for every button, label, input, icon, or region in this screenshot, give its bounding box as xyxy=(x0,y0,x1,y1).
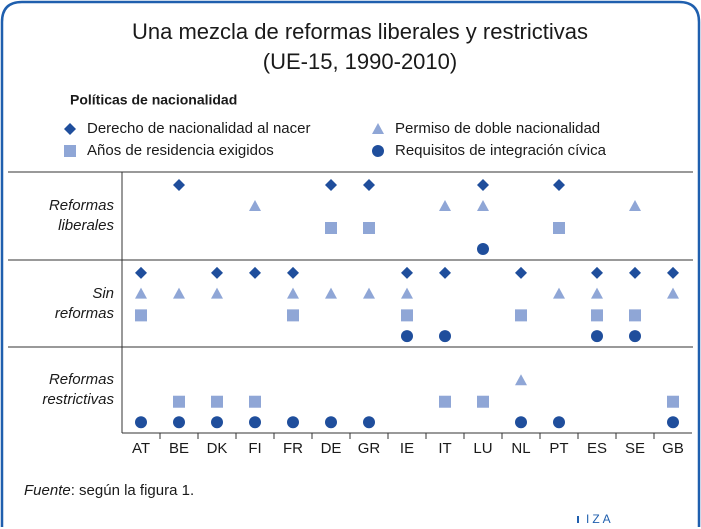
x-tick-label: AT xyxy=(132,440,150,457)
marker-circle xyxy=(135,416,147,429)
x-tick-label: IT xyxy=(438,440,451,457)
marker-circle xyxy=(515,416,527,429)
source: Fuente: según la figura 1. xyxy=(24,482,194,499)
legend-label: Requisitos de integración cívica xyxy=(395,142,607,159)
chart-title: Una mezcla de reformas liberales y restr… xyxy=(132,19,588,44)
marker-circle xyxy=(325,416,337,429)
legend-marker xyxy=(64,145,76,157)
marker-circle xyxy=(211,416,223,429)
marker-triangle xyxy=(515,374,527,386)
marker-circle xyxy=(477,243,489,255)
marker-diamond xyxy=(249,266,261,279)
marker-square xyxy=(439,395,451,408)
legend-label: Años de residencia exigidos xyxy=(87,142,274,159)
x-tick-label: DK xyxy=(207,440,228,457)
marker-circle xyxy=(249,416,261,429)
marker-square xyxy=(591,309,603,322)
marker-diamond xyxy=(477,179,489,191)
marker-triangle xyxy=(211,287,223,299)
marker-diamond xyxy=(173,179,185,191)
marker-diamond xyxy=(439,266,451,279)
x-tick-label: GR xyxy=(358,440,381,457)
marker-triangle xyxy=(667,287,679,299)
legend-label: Permiso de doble nacionalidad xyxy=(395,120,600,137)
marker-square xyxy=(249,395,261,408)
marker-square xyxy=(553,222,565,234)
x-tick-label: PT xyxy=(549,440,568,457)
marker-circle xyxy=(363,416,375,429)
marker-diamond xyxy=(211,266,223,279)
legend-marker xyxy=(64,123,76,135)
marker-triangle xyxy=(325,287,337,299)
marker-diamond xyxy=(667,266,679,279)
marker-square xyxy=(287,309,299,322)
marker-circle xyxy=(439,330,451,343)
marker-square xyxy=(325,222,337,234)
y-category-label: Sin reformas xyxy=(54,284,115,322)
legend-label: Derecho de nacionalidad al nacer xyxy=(87,120,310,137)
marker-square xyxy=(477,395,489,408)
x-tick-label: DE xyxy=(321,440,342,457)
marker-triangle xyxy=(439,200,451,211)
source-text: : según la figura 1. xyxy=(71,482,194,499)
chart-subtitle: (UE-15, 1990-2010) xyxy=(263,49,457,74)
x-tick-label: IE xyxy=(400,440,414,457)
marker-diamond xyxy=(325,179,337,191)
marker-triangle xyxy=(135,287,147,299)
marker-triangle xyxy=(591,287,603,299)
legend-marker xyxy=(372,123,384,134)
x-tick-label: NL xyxy=(511,440,530,457)
marker-diamond xyxy=(363,179,375,191)
marker-triangle xyxy=(249,200,261,211)
marker-square xyxy=(135,309,147,322)
x-tick-label: FR xyxy=(283,440,303,457)
x-tick-label: GB xyxy=(662,440,684,457)
marker-triangle xyxy=(629,200,641,211)
marker-square xyxy=(515,309,527,322)
source-label: Fuente xyxy=(24,482,71,499)
marker-circle xyxy=(629,330,641,343)
logo: IZA xyxy=(586,512,614,526)
marker-diamond xyxy=(591,266,603,279)
marker-diamond xyxy=(135,266,147,279)
marker-circle xyxy=(553,416,565,429)
marker-circle xyxy=(667,416,679,429)
x-tick-label: ES xyxy=(587,440,607,457)
marker-triangle xyxy=(173,287,185,299)
marker-triangle xyxy=(477,200,489,211)
marker-square xyxy=(173,395,185,408)
marker-square xyxy=(667,395,679,408)
x-tick-label: SE xyxy=(625,440,645,457)
marker-circle xyxy=(173,416,185,429)
marker-square xyxy=(363,222,375,234)
legend-marker xyxy=(372,145,384,157)
marker-triangle xyxy=(553,287,565,299)
marker-diamond xyxy=(515,266,527,279)
marker-diamond xyxy=(629,266,641,279)
marker-diamond xyxy=(287,266,299,279)
marker-triangle xyxy=(363,287,375,299)
marker-circle xyxy=(287,416,299,429)
y-category-label: Reformas liberales xyxy=(48,197,114,234)
marker-square xyxy=(629,309,641,322)
marker-circle xyxy=(401,330,413,343)
marker-triangle xyxy=(401,287,413,299)
marker-diamond xyxy=(553,179,565,191)
marker-circle xyxy=(591,330,603,343)
marker-square xyxy=(401,309,413,322)
x-tick-label: BE xyxy=(169,440,189,457)
marker-triangle xyxy=(287,287,299,299)
marker-square xyxy=(211,395,223,408)
legend-title: Políticas de nacionalidad xyxy=(70,92,237,108)
marker-diamond xyxy=(401,266,413,279)
x-tick-label: LU xyxy=(473,440,492,457)
x-tick-label: FI xyxy=(248,440,261,457)
y-category-label: Reformas restrictivas xyxy=(42,371,115,408)
